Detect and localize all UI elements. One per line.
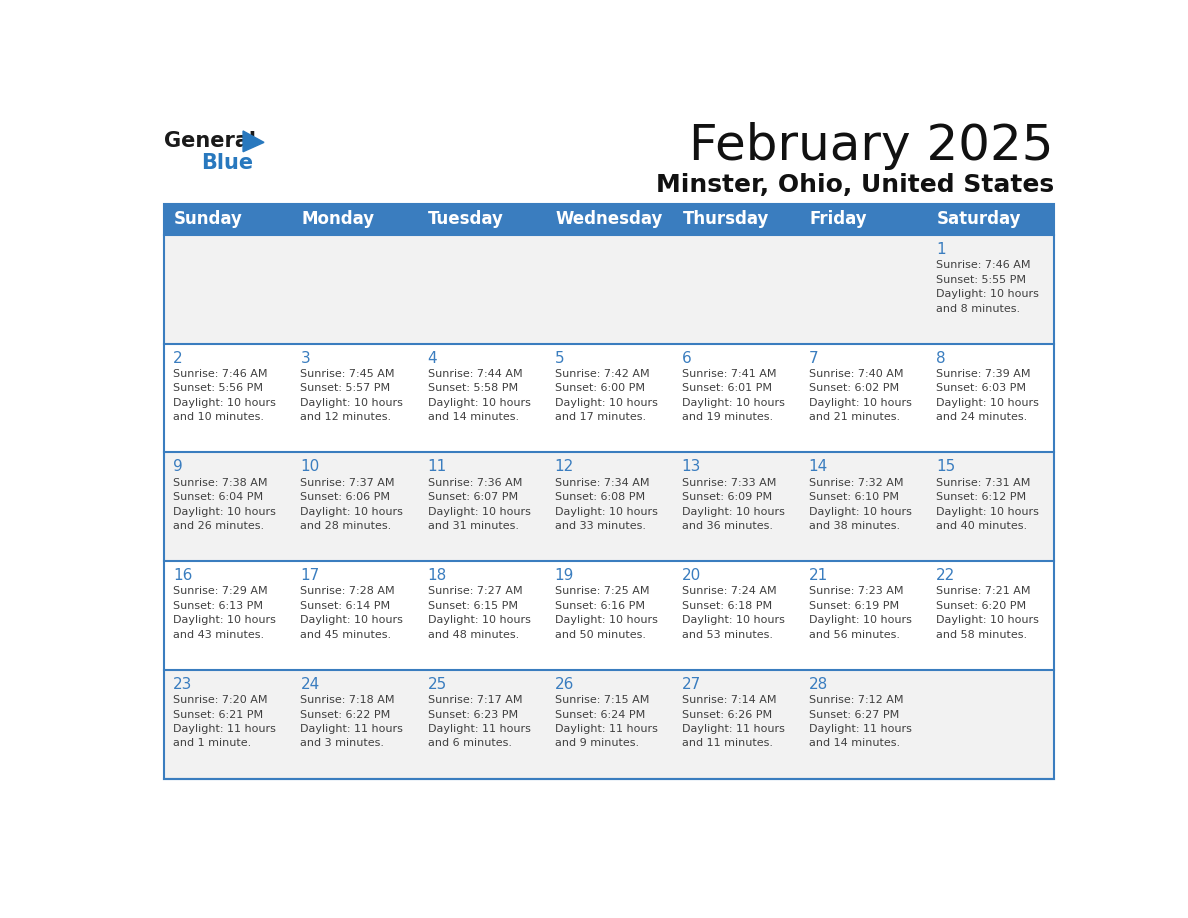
Text: 28: 28 (809, 677, 828, 692)
Text: Sunrise: 7:23 AM
Sunset: 6:19 PM
Daylight: 10 hours
and 56 minutes.: Sunrise: 7:23 AM Sunset: 6:19 PM Dayligh… (809, 587, 911, 640)
Text: February 2025: February 2025 (689, 122, 1054, 170)
Polygon shape (244, 131, 264, 151)
Text: 27: 27 (682, 677, 701, 692)
Text: Sunrise: 7:46 AM
Sunset: 5:55 PM
Daylight: 10 hours
and 8 minutes.: Sunrise: 7:46 AM Sunset: 5:55 PM Dayligh… (936, 261, 1038, 314)
Text: 12: 12 (555, 459, 574, 475)
Bar (164, 343, 1054, 453)
Text: Sunrise: 7:46 AM
Sunset: 5:56 PM
Daylight: 10 hours
and 10 minutes.: Sunrise: 7:46 AM Sunset: 5:56 PM Dayligh… (173, 369, 276, 422)
Text: Sunrise: 7:32 AM
Sunset: 6:10 PM
Daylight: 10 hours
and 38 minutes.: Sunrise: 7:32 AM Sunset: 6:10 PM Dayligh… (809, 477, 911, 531)
Text: 1: 1 (936, 241, 946, 257)
Text: Sunrise: 7:39 AM
Sunset: 6:03 PM
Daylight: 10 hours
and 24 minutes.: Sunrise: 7:39 AM Sunset: 6:03 PM Dayligh… (936, 369, 1038, 422)
Text: Wednesday: Wednesday (555, 210, 663, 229)
Text: Sunrise: 7:29 AM
Sunset: 6:13 PM
Daylight: 10 hours
and 43 minutes.: Sunrise: 7:29 AM Sunset: 6:13 PM Dayligh… (173, 587, 276, 640)
Text: Sunrise: 7:33 AM
Sunset: 6:09 PM
Daylight: 10 hours
and 36 minutes.: Sunrise: 7:33 AM Sunset: 6:09 PM Dayligh… (682, 477, 784, 531)
Text: Sunrise: 7:42 AM
Sunset: 6:00 PM
Daylight: 10 hours
and 17 minutes.: Sunrise: 7:42 AM Sunset: 6:00 PM Dayligh… (555, 369, 657, 422)
Text: 17: 17 (301, 568, 320, 583)
Text: Sunrise: 7:41 AM
Sunset: 6:01 PM
Daylight: 10 hours
and 19 minutes.: Sunrise: 7:41 AM Sunset: 6:01 PM Dayligh… (682, 369, 784, 422)
Text: Sunrise: 7:12 AM
Sunset: 6:27 PM
Daylight: 11 hours
and 14 minutes.: Sunrise: 7:12 AM Sunset: 6:27 PM Dayligh… (809, 695, 911, 748)
Text: Sunrise: 7:37 AM
Sunset: 6:06 PM
Daylight: 10 hours
and 28 minutes.: Sunrise: 7:37 AM Sunset: 6:06 PM Dayligh… (301, 477, 403, 531)
Bar (164, 561, 1054, 670)
Text: Thursday: Thursday (682, 210, 769, 229)
Text: 7: 7 (809, 351, 819, 365)
Text: Sunrise: 7:21 AM
Sunset: 6:20 PM
Daylight: 10 hours
and 58 minutes.: Sunrise: 7:21 AM Sunset: 6:20 PM Dayligh… (936, 587, 1038, 640)
Text: 9: 9 (173, 459, 183, 475)
Text: 22: 22 (936, 568, 955, 583)
Text: 23: 23 (173, 677, 192, 692)
Text: 19: 19 (555, 568, 574, 583)
Text: 13: 13 (682, 459, 701, 475)
Text: Sunrise: 7:15 AM
Sunset: 6:24 PM
Daylight: 11 hours
and 9 minutes.: Sunrise: 7:15 AM Sunset: 6:24 PM Dayligh… (555, 695, 657, 748)
Text: Sunrise: 7:18 AM
Sunset: 6:22 PM
Daylight: 11 hours
and 3 minutes.: Sunrise: 7:18 AM Sunset: 6:22 PM Dayligh… (301, 695, 403, 748)
Text: 21: 21 (809, 568, 828, 583)
Bar (164, 204, 1054, 778)
Bar (164, 204, 1054, 235)
Text: Minster, Ohio, United States: Minster, Ohio, United States (656, 174, 1054, 197)
Bar (164, 670, 1054, 778)
Text: Sunrise: 7:24 AM
Sunset: 6:18 PM
Daylight: 10 hours
and 53 minutes.: Sunrise: 7:24 AM Sunset: 6:18 PM Dayligh… (682, 587, 784, 640)
Text: 25: 25 (428, 677, 447, 692)
Text: 5: 5 (555, 351, 564, 365)
Text: 10: 10 (301, 459, 320, 475)
Text: 8: 8 (936, 351, 946, 365)
Text: 26: 26 (555, 677, 574, 692)
Text: 16: 16 (173, 568, 192, 583)
Text: 4: 4 (428, 351, 437, 365)
Text: Saturday: Saturday (936, 210, 1022, 229)
Text: General: General (164, 131, 255, 151)
Text: 18: 18 (428, 568, 447, 583)
Text: Blue: Blue (201, 153, 253, 174)
Text: 11: 11 (428, 459, 447, 475)
Text: Sunrise: 7:28 AM
Sunset: 6:14 PM
Daylight: 10 hours
and 45 minutes.: Sunrise: 7:28 AM Sunset: 6:14 PM Dayligh… (301, 587, 403, 640)
Text: Sunrise: 7:20 AM
Sunset: 6:21 PM
Daylight: 11 hours
and 1 minute.: Sunrise: 7:20 AM Sunset: 6:21 PM Dayligh… (173, 695, 276, 748)
Text: Sunrise: 7:36 AM
Sunset: 6:07 PM
Daylight: 10 hours
and 31 minutes.: Sunrise: 7:36 AM Sunset: 6:07 PM Dayligh… (428, 477, 530, 531)
Text: 24: 24 (301, 677, 320, 692)
Text: Sunrise: 7:45 AM
Sunset: 5:57 PM
Daylight: 10 hours
and 12 minutes.: Sunrise: 7:45 AM Sunset: 5:57 PM Dayligh… (301, 369, 403, 422)
Text: Sunrise: 7:27 AM
Sunset: 6:15 PM
Daylight: 10 hours
and 48 minutes.: Sunrise: 7:27 AM Sunset: 6:15 PM Dayligh… (428, 587, 530, 640)
Text: 14: 14 (809, 459, 828, 475)
Text: Sunday: Sunday (175, 210, 244, 229)
Text: Tuesday: Tuesday (429, 210, 504, 229)
Text: Sunrise: 7:40 AM
Sunset: 6:02 PM
Daylight: 10 hours
and 21 minutes.: Sunrise: 7:40 AM Sunset: 6:02 PM Dayligh… (809, 369, 911, 422)
Bar (164, 453, 1054, 561)
Text: Monday: Monday (302, 210, 374, 229)
Text: Friday: Friday (809, 210, 867, 229)
Text: Sunrise: 7:34 AM
Sunset: 6:08 PM
Daylight: 10 hours
and 33 minutes.: Sunrise: 7:34 AM Sunset: 6:08 PM Dayligh… (555, 477, 657, 531)
Text: Sunrise: 7:17 AM
Sunset: 6:23 PM
Daylight: 11 hours
and 6 minutes.: Sunrise: 7:17 AM Sunset: 6:23 PM Dayligh… (428, 695, 530, 748)
Text: 20: 20 (682, 568, 701, 583)
Bar (164, 235, 1054, 343)
Text: Sunrise: 7:25 AM
Sunset: 6:16 PM
Daylight: 10 hours
and 50 minutes.: Sunrise: 7:25 AM Sunset: 6:16 PM Dayligh… (555, 587, 657, 640)
Text: 3: 3 (301, 351, 310, 365)
Text: 2: 2 (173, 351, 183, 365)
Text: Sunrise: 7:44 AM
Sunset: 5:58 PM
Daylight: 10 hours
and 14 minutes.: Sunrise: 7:44 AM Sunset: 5:58 PM Dayligh… (428, 369, 530, 422)
Text: 6: 6 (682, 351, 691, 365)
Text: Sunrise: 7:31 AM
Sunset: 6:12 PM
Daylight: 10 hours
and 40 minutes.: Sunrise: 7:31 AM Sunset: 6:12 PM Dayligh… (936, 477, 1038, 531)
Text: Sunrise: 7:14 AM
Sunset: 6:26 PM
Daylight: 11 hours
and 11 minutes.: Sunrise: 7:14 AM Sunset: 6:26 PM Dayligh… (682, 695, 784, 748)
Text: 15: 15 (936, 459, 955, 475)
Text: Sunrise: 7:38 AM
Sunset: 6:04 PM
Daylight: 10 hours
and 26 minutes.: Sunrise: 7:38 AM Sunset: 6:04 PM Dayligh… (173, 477, 276, 531)
